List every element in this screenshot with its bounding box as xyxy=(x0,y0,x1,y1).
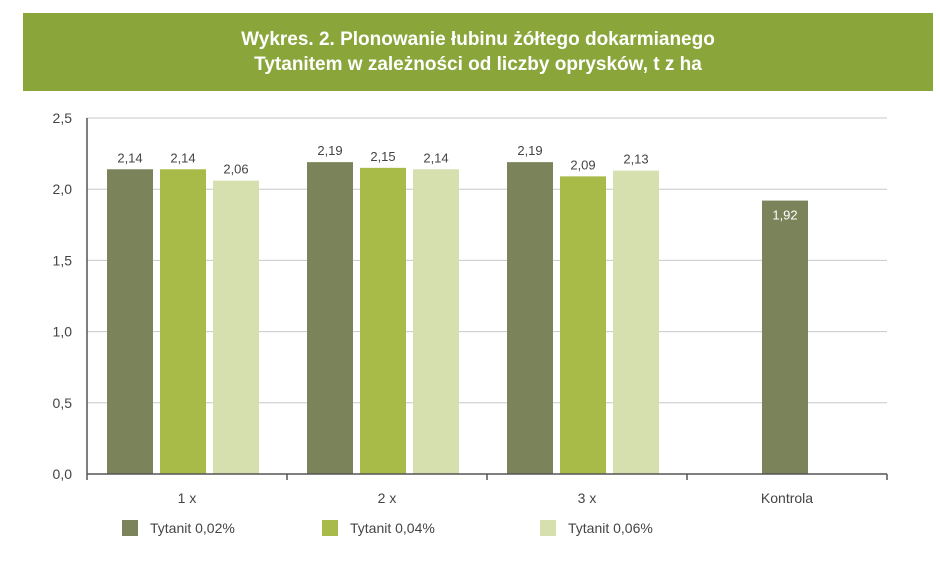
y-tick-label: 1,5 xyxy=(53,252,73,268)
bar xyxy=(762,200,808,475)
data-label: 2,06 xyxy=(223,162,248,177)
data-label: 1,92 xyxy=(772,208,797,223)
data-label: 2,14 xyxy=(117,150,142,165)
data-label: 2,14 xyxy=(170,150,195,165)
chart-legend: Tytanit 0,02% Tytanit 0,04% Tytanit 0,06… xyxy=(0,520,940,544)
bar xyxy=(307,162,353,475)
y-tick-label: 0,5 xyxy=(53,395,73,411)
x-category-label: 2 x xyxy=(378,490,397,506)
bar xyxy=(413,169,459,475)
legend-swatch-series-3 xyxy=(540,520,556,536)
legend-item-series-3: Tytanit 0,06% xyxy=(540,520,653,536)
chart-title-banner: Wykres. 2. Plonowanie łubinu żółtego dok… xyxy=(23,13,933,91)
x-category-label: 1 x xyxy=(178,490,197,506)
bar xyxy=(160,169,206,475)
legend-item-series-1: Tytanit 0,02% xyxy=(122,520,235,536)
x-category-label: 3 x xyxy=(578,490,597,506)
bar xyxy=(360,167,406,474)
y-tick-label: 2,5 xyxy=(53,110,73,126)
y-tick-label: 2,0 xyxy=(53,181,73,197)
bar xyxy=(507,162,553,475)
x-category-label: Kontrola xyxy=(761,490,813,506)
legend-label-series-1: Tytanit 0,02% xyxy=(150,520,235,536)
legend-swatch-series-2 xyxy=(322,520,338,536)
legend-label-series-3: Tytanit 0,06% xyxy=(568,520,653,536)
bar xyxy=(107,169,153,475)
bar xyxy=(213,180,259,474)
legend-label-series-2: Tytanit 0,04% xyxy=(350,520,435,536)
y-tick-label: 0,0 xyxy=(53,466,73,482)
bar xyxy=(560,176,606,474)
data-label: 2,14 xyxy=(423,150,448,165)
chart-title-line-2: Tytanitem w zależności od liczby opryskó… xyxy=(254,54,702,75)
y-tick-label: 1,0 xyxy=(53,324,73,340)
data-label: 2,19 xyxy=(317,143,342,158)
data-label: 2,15 xyxy=(370,149,395,164)
legend-item-series-2: Tytanit 0,04% xyxy=(322,520,435,536)
legend-swatch-series-1 xyxy=(122,520,138,536)
data-label: 2,13 xyxy=(623,152,648,167)
data-label: 2,09 xyxy=(570,157,595,172)
data-label: 2,19 xyxy=(517,143,542,158)
bar xyxy=(613,170,659,475)
chart-title-line-1: Wykres. 2. Plonowanie łubinu żółtego dok… xyxy=(241,29,715,50)
